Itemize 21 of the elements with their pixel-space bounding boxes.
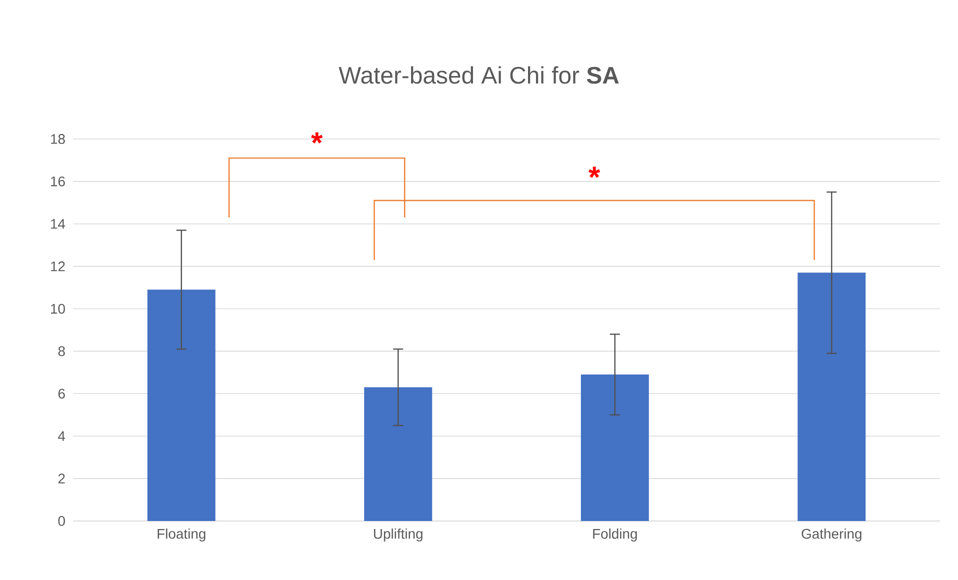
annotation: *	[311, 132, 323, 144]
y-tick-label: 16	[51, 176, 65, 186]
y-tick-label: 18	[51, 134, 65, 144]
x-tick-label: Gathering	[802, 528, 862, 542]
y-tick-label: 8	[58, 346, 65, 356]
annotation: *	[588, 166, 600, 178]
y-tick-label: 10	[51, 304, 65, 314]
x-tick-label: Uplifting	[374, 528, 422, 542]
x-tick-label: Floating	[158, 528, 206, 542]
x-tick-label: Folding	[593, 528, 637, 542]
y-tick-label: 6	[58, 388, 65, 399]
y-tick-label: 14	[51, 219, 66, 229]
y-tick-label: 12	[51, 261, 65, 272]
y-tick-label: 4	[58, 431, 66, 441]
chart-title: Water-based Ai Chi for SA	[338, 66, 619, 84]
bar	[580, 374, 649, 521]
y-tick-label: 0	[58, 516, 65, 526]
bar	[364, 387, 432, 521]
bar	[798, 272, 866, 521]
bar	[147, 290, 216, 521]
y-tick-label: 2	[58, 474, 65, 484]
